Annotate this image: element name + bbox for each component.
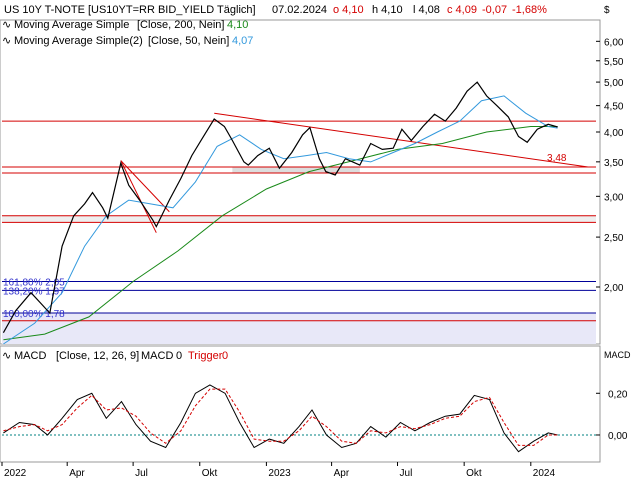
x-tick-label: Apr	[334, 468, 350, 479]
y-tick-label: 4,50	[604, 102, 624, 113]
macd-line	[3, 384, 558, 453]
header-change: -0,07	[482, 4, 507, 16]
y-tick-label: 3,50	[604, 158, 624, 169]
header-close: c 4,09	[447, 4, 477, 16]
price-annotation: 3,48	[547, 153, 567, 164]
macd-panel: 0,00 0,20	[2, 384, 628, 453]
y-tick-label: 5,00	[604, 78, 624, 89]
y-tick-label: 2,50	[604, 233, 624, 244]
legend-ma50-glyph: ∿	[2, 35, 11, 47]
legend-ma50-value: 4,07	[232, 35, 253, 47]
ma50-line	[3, 95, 558, 345]
legend-macd-params: [Close, 12, 26, 9]	[56, 350, 139, 362]
macd-y-tick-label: 0,20	[608, 389, 628, 400]
resistance-band-lower	[2, 215, 596, 223]
ma200-line	[3, 126, 558, 341]
legend-macd-glyph: ∿	[2, 350, 11, 362]
price-panel: 2,00 2,50 3,00 3,50 4,00 4,50 5,00 5,50 6,00 100,…	[2, 37, 624, 345]
x-tick-label: Apr	[69, 468, 85, 479]
level-label: 100,00% 1,78	[3, 309, 65, 320]
currency-label: $	[604, 5, 610, 16]
legend-ma200-glyph: ∿	[2, 19, 11, 31]
legend-trigger-value: 0	[222, 350, 228, 362]
price-line	[2, 81, 558, 333]
header-change-pct: -1,68%	[512, 4, 547, 16]
y-tick-label: 6,00	[604, 37, 624, 48]
trendline	[214, 112, 589, 168]
x-tick-label: 2024	[533, 468, 556, 479]
y-tick-label: 5,50	[604, 57, 624, 68]
x-tick-label: Jul	[135, 468, 148, 479]
price-panel-frame	[0, 19, 601, 345]
legend-ma200-value: 4,10	[227, 19, 248, 31]
header-instrument: US 10Y T-NOTE [US10YT=RR BID_YIELD Tägli…	[4, 4, 256, 16]
x-tick-label: Jul	[400, 468, 413, 479]
legend-ma50-label: Moving Average Simple(2)	[14, 35, 143, 47]
support-zone	[2, 313, 596, 344]
y-tick-label: 3,00	[604, 192, 624, 203]
legend-trigger-name: Trigger	[188, 350, 223, 362]
header-high: h 4,10	[372, 4, 403, 16]
x-tick-label: Okt	[466, 468, 482, 479]
y-tick-label: 2,00	[604, 283, 624, 294]
legend-ma50-params: [Close, 50, Nein]	[148, 35, 229, 47]
macd-y-tick-label: 0,00	[608, 431, 628, 442]
y-tick-label: 4,00	[604, 128, 624, 139]
trendline	[120, 160, 157, 233]
x-tick-label: 2023	[268, 468, 291, 479]
trigger-line	[3, 388, 558, 446]
macd-panel-frame	[0, 345, 601, 463]
legend-ma200-params: [Close, 200, Nein]	[137, 19, 224, 31]
legend-macd-name: MACD	[141, 350, 173, 362]
consolidation-band	[232, 167, 360, 173]
x-tick-label: 2022	[4, 468, 27, 479]
legend-macd-label: MACD	[14, 350, 46, 362]
header-open: o 4,10	[333, 4, 364, 16]
header-low: l 4,08	[413, 4, 440, 16]
legend-ma200-label: Moving Average Simple	[14, 19, 129, 31]
x-tick-label: Okt	[202, 468, 218, 479]
legend-macd-value: 0	[176, 350, 182, 362]
level-label: 138,20% 1,97	[3, 286, 65, 297]
header-date: 07.02.2024	[272, 4, 327, 16]
macd-axis-label: MACD	[604, 350, 631, 360]
x-axis: 2022 Apr Jul Okt 2023 Apr Jul Okt 2024	[1, 462, 556, 479]
trendline	[120, 160, 170, 213]
level-label: 161,80% 2,05	[3, 277, 65, 288]
